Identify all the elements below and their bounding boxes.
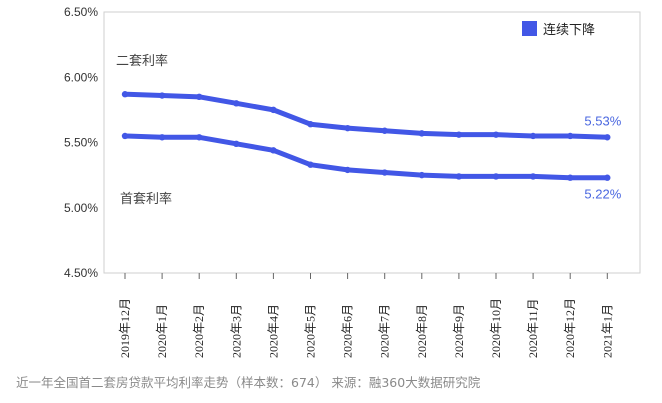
x-tick-label: 2020年6月 <box>341 304 355 358</box>
y-axis: 6.50% 6.00% 5.50% 5.00% 4.50% <box>64 5 98 280</box>
rate-line-chart: 6.50% 6.00% 5.50% 5.00% 4.50% 2019年12月 2020年1… <box>64 5 641 358</box>
x-tick-label: 2020年2月 <box>192 304 206 358</box>
x-tick-label: 2020年1月 <box>155 304 169 358</box>
y-tick-label: 6.50% <box>64 5 98 19</box>
x-tick-label: 2020年7月 <box>378 304 392 358</box>
data-point <box>418 130 425 137</box>
data-point <box>455 173 463 180</box>
x-tick-label: 2019年12月 <box>118 298 132 358</box>
data-point <box>529 132 537 140</box>
series-name-label: 首套利率 <box>120 191 172 207</box>
series-line-first-home <box>122 133 610 181</box>
data-point <box>196 134 203 141</box>
data-point <box>529 173 537 180</box>
data-point <box>604 174 611 181</box>
data-point <box>270 147 277 154</box>
series-lines <box>121 91 611 181</box>
x-tick-label: 2020年10月 <box>489 298 503 358</box>
data-point <box>121 132 129 140</box>
x-tick-label: 2020年4月 <box>266 304 280 358</box>
data-point <box>307 121 314 128</box>
data-point <box>418 171 425 179</box>
plot-frame <box>103 11 641 274</box>
y-tick-label: 4.50% <box>64 266 98 280</box>
data-point <box>604 134 611 141</box>
data-point <box>158 134 166 141</box>
legend: 连续下降 <box>522 21 595 38</box>
data-point <box>233 140 240 148</box>
data-point <box>307 161 314 168</box>
data-point <box>567 174 574 181</box>
data-point <box>344 166 351 174</box>
series-line-second-home <box>122 91 610 140</box>
data-point <box>492 173 500 180</box>
series-end-value-label: 5.53% <box>584 113 621 128</box>
data-point <box>158 92 166 99</box>
x-tick-label: 2020年3月 <box>229 304 243 358</box>
data-point <box>196 93 203 101</box>
chart-caption: 近一年全国首二套房贷款平均利率走势（样本数：674） 来源：融360大数据研究院 <box>16 375 481 390</box>
data-point <box>344 124 351 132</box>
x-axis: 2019年12月 2020年1月 2020年2月 2020年3月 2020年4月 2020… <box>118 273 614 358</box>
data-point <box>455 131 463 138</box>
data-point <box>381 127 388 134</box>
data-point <box>121 91 129 98</box>
series-end-value-label: 5.22% <box>584 187 621 202</box>
data-point <box>492 131 500 138</box>
data-point <box>567 132 574 140</box>
data-point <box>381 169 388 176</box>
x-tick-label: 2020年5月 <box>304 304 318 358</box>
legend-label: 连续下降 <box>543 22 595 38</box>
series-name-label: 二套利率 <box>116 53 168 69</box>
x-tick-label: 2020年11月 <box>526 298 540 358</box>
x-tick-label: 2020年9月 <box>452 304 466 358</box>
x-tick-label: 2020年12月 <box>563 298 577 358</box>
data-point <box>270 106 277 114</box>
y-tick-label: 5.50% <box>64 136 98 150</box>
y-tick-label: 5.00% <box>64 201 98 215</box>
legend-swatch <box>522 21 537 36</box>
series-labels: 二套利率 5.53% 首套利率 5.22% <box>116 53 622 207</box>
data-point <box>233 100 240 107</box>
y-tick-label: 6.00% <box>64 70 98 84</box>
x-tick-label: 2020年8月 <box>415 304 429 358</box>
x-tick-label: 2021年1月 <box>600 304 614 358</box>
